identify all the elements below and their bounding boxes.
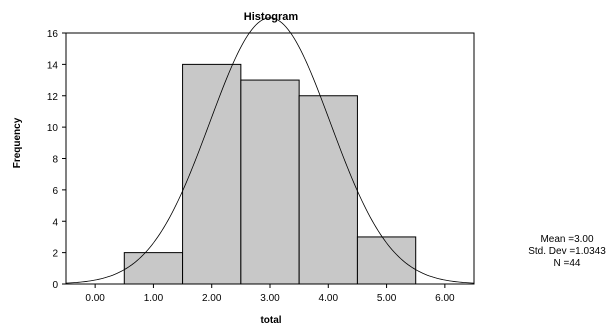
histogram-bar <box>123 252 184 285</box>
y-tick-label: 14 <box>47 60 59 71</box>
x-tick-label: 4.00 <box>319 293 339 304</box>
histogram-bar <box>356 236 417 285</box>
y-tick-label: 2 <box>52 249 58 260</box>
y-tick-label: 16 <box>47 29 59 40</box>
y-axis: 0 2 4 6 8 10 12 14 16 <box>47 29 66 291</box>
histogram-bar <box>298 95 358 285</box>
x-tick-label: 0.00 <box>85 293 105 304</box>
bars-group <box>123 63 417 285</box>
x-tick-label: 1.00 <box>144 293 164 304</box>
y-tick-label: 6 <box>52 186 58 197</box>
histogram-bar <box>182 63 242 285</box>
x-axis: 0.00 1.00 2.00 3.00 4.00 5.00 6.00 <box>85 284 455 304</box>
x-tick-label: 3.00 <box>260 293 280 304</box>
y-tick-label: 0 <box>52 280 58 291</box>
y-tick-label: 4 <box>52 217 58 228</box>
stats-n: N =44 <box>553 258 581 269</box>
normal-curve <box>65 17 475 284</box>
x-tick-label: 5.00 <box>377 293 397 304</box>
stats-box: Mean =3.00 Std. Dev =1.0343 N =44 <box>524 234 610 270</box>
histogram-bar <box>240 79 300 285</box>
y-tick-label: 10 <box>47 123 59 134</box>
stats-std-dev: Std. Dev =1.0343 <box>528 246 606 257</box>
y-tick-label: 8 <box>52 155 58 166</box>
x-tick-label: 6.00 <box>435 293 455 304</box>
y-tick-label: 12 <box>47 92 59 103</box>
stats-mean: Mean =3.00 <box>540 234 594 245</box>
x-tick-label: 2.00 <box>202 293 222 304</box>
x-axis-label: total <box>260 315 281 326</box>
y-axis-label: Frequency <box>12 117 23 168</box>
chart-title: Histogram <box>244 11 299 23</box>
